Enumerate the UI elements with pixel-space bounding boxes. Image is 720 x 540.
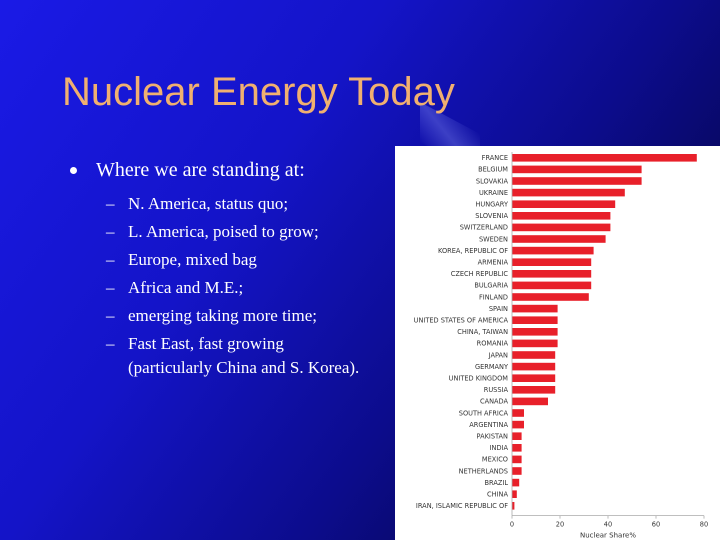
category-label: SOUTH AFRICA bbox=[459, 409, 509, 417]
category-label: SWITZERLAND bbox=[460, 224, 508, 232]
category-label: SLOVAKIA bbox=[476, 177, 509, 185]
sub-bullet-item: – Africa and M.E.; bbox=[106, 276, 370, 300]
bar bbox=[512, 154, 697, 162]
bar bbox=[512, 304, 558, 313]
category-label: ARGENTINA bbox=[469, 421, 508, 429]
category-label: KOREA, REPUBLIC OF bbox=[438, 247, 508, 255]
category-label: FRANCE bbox=[482, 154, 508, 162]
x-axis-label: Nuclear Share% bbox=[580, 532, 636, 540]
category-label: BULGARIA bbox=[474, 282, 508, 290]
bar bbox=[512, 281, 592, 290]
bar bbox=[512, 432, 522, 440]
category-label: NETHERLANDS bbox=[459, 467, 508, 475]
dash-icon: – bbox=[106, 306, 115, 325]
category-label: UKRAINE bbox=[479, 189, 508, 197]
bar bbox=[512, 316, 558, 324]
bar bbox=[512, 258, 592, 266]
sub-bullet-item: – L. America, poised to grow; bbox=[106, 220, 370, 244]
x-tick-label: 40 bbox=[604, 521, 612, 529]
sub-bullet-item: – Fast East, fast growing (particularly C… bbox=[106, 332, 370, 380]
bar bbox=[512, 165, 642, 174]
bullet-dot-icon bbox=[70, 167, 77, 174]
bar bbox=[512, 374, 556, 382]
category-label: INDIA bbox=[490, 444, 509, 452]
bar bbox=[512, 212, 611, 220]
bar bbox=[512, 397, 548, 406]
bar bbox=[512, 362, 556, 371]
category-label: GERMANY bbox=[475, 363, 509, 371]
bar bbox=[512, 177, 642, 185]
sub-bullet-text: Fast East, fast growing (particularly Ch… bbox=[128, 334, 360, 377]
x-tick-label: 60 bbox=[652, 521, 660, 529]
bar bbox=[512, 235, 606, 243]
dash-icon: – bbox=[106, 194, 115, 213]
sub-bullet-text: Africa and M.E.; bbox=[128, 278, 244, 297]
dash-icon: – bbox=[106, 278, 115, 297]
category-label: FINLAND bbox=[479, 293, 508, 301]
category-label: BRAZIL bbox=[485, 479, 509, 487]
main-bullet: Where we are standing at: bbox=[70, 158, 370, 182]
category-label: CANADA bbox=[480, 398, 509, 406]
slide-body: Where we are standing at: – N. America, s… bbox=[70, 158, 370, 384]
category-label: CHINA bbox=[487, 491, 508, 499]
bar bbox=[512, 478, 520, 487]
bar bbox=[512, 455, 522, 464]
category-label: ROMANIA bbox=[477, 340, 509, 348]
category-label: PAKISTAN bbox=[477, 433, 509, 441]
category-label: SLOVENIA bbox=[475, 212, 508, 220]
category-label: RUSSIA bbox=[484, 386, 509, 394]
bar bbox=[512, 188, 625, 197]
bar bbox=[512, 293, 589, 301]
bar bbox=[512, 328, 558, 336]
sub-bullet-list: – N. America, status quo; – L. America, po… bbox=[70, 192, 370, 380]
category-label: JAPAN bbox=[488, 351, 508, 359]
bar bbox=[512, 270, 592, 278]
bar bbox=[512, 467, 522, 475]
sub-bullet-item: – N. America, status quo; bbox=[106, 192, 370, 216]
bar bbox=[512, 444, 522, 452]
bar bbox=[512, 502, 515, 510]
x-tick-label: 0 bbox=[510, 521, 514, 529]
category-label: BELGIUM bbox=[478, 166, 508, 174]
bar bbox=[512, 200, 616, 208]
chart-svg: FRANCE BELGIUM SLOVAKIA UKRAINE HUNGARY SLOVE… bbox=[414, 152, 708, 540]
bar bbox=[512, 490, 517, 498]
bar bbox=[512, 246, 594, 255]
category-label: CHINA, TAIWAN bbox=[457, 328, 508, 336]
sub-bullet-text: L. America, poised to grow; bbox=[128, 222, 319, 241]
bar bbox=[512, 420, 524, 429]
category-label: IRAN, ISLAMIC REPUBLIC OF bbox=[416, 502, 508, 510]
x-tick-label: 80 bbox=[700, 521, 708, 529]
sub-bullet-text: Europe, mixed bag bbox=[128, 250, 257, 269]
category-label: MEXICO bbox=[482, 456, 508, 464]
category-label: SWEDEN bbox=[479, 235, 508, 243]
dash-icon: – bbox=[106, 222, 115, 241]
category-label: UNITED KINGDOM bbox=[449, 375, 509, 383]
sub-bullet-text: N. America, status quo; bbox=[128, 194, 289, 213]
category-label: HUNGARY bbox=[475, 201, 508, 209]
category-label: ARMENIA bbox=[478, 259, 509, 267]
dash-icon: – bbox=[106, 334, 115, 353]
nuclear-share-chart: FRANCE BELGIUM SLOVAKIA UKRAINE HUNGARY SLOVE… bbox=[395, 146, 720, 540]
slide-title: Nuclear Energy Today bbox=[62, 70, 455, 114]
sub-bullet-item: – Europe, mixed bag bbox=[106, 248, 370, 272]
category-label: CZECH REPUBLIC bbox=[451, 270, 509, 278]
bar bbox=[512, 409, 524, 417]
dash-icon: – bbox=[106, 250, 115, 269]
category-label: UNITED STATES OF AMERICA bbox=[414, 317, 509, 325]
x-tick-label: 20 bbox=[556, 521, 564, 529]
bar bbox=[512, 351, 556, 359]
main-bullet-text: Where we are standing at: bbox=[96, 159, 305, 181]
bar bbox=[512, 339, 558, 348]
category-label: SPAIN bbox=[489, 305, 508, 313]
sub-bullet-item: – emerging taking more time; bbox=[106, 304, 370, 328]
bar bbox=[512, 223, 611, 232]
sub-bullet-text: emerging taking more time; bbox=[128, 306, 318, 325]
bar bbox=[512, 386, 556, 394]
